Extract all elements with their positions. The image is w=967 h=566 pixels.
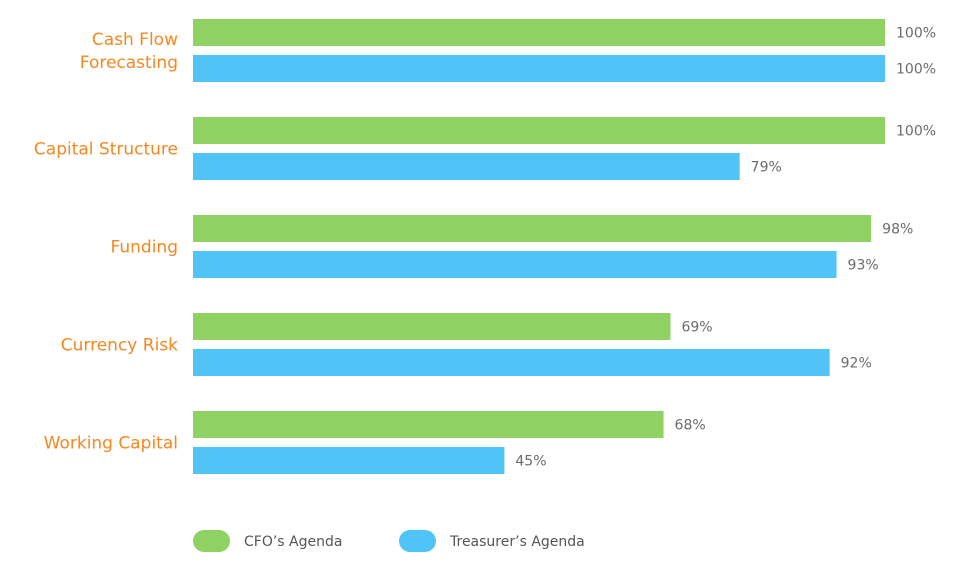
category-label: Currency Risk — [61, 336, 178, 356]
value-label: 100% — [896, 124, 936, 140]
bar-cfo — [193, 215, 872, 242]
bar-treasurer — [193, 55, 885, 82]
bar-treasurer — [193, 349, 830, 376]
value-label: 98% — [882, 222, 913, 238]
value-label: 93% — [848, 258, 879, 274]
legend-swatch — [399, 530, 436, 552]
bar-treasurer — [193, 251, 837, 278]
value-label: 68% — [675, 418, 706, 434]
bar-cfo — [193, 411, 664, 438]
bar-treasurer — [193, 447, 505, 474]
legend-label: CFO’s Agenda — [244, 534, 342, 550]
value-label: 100% — [896, 26, 936, 42]
value-label: 92% — [841, 356, 872, 372]
category-label: Working Capital — [44, 434, 178, 454]
legend-swatch — [193, 530, 230, 552]
category-label: Forecasting — [80, 53, 178, 73]
category-label: Funding — [111, 238, 178, 258]
value-label: 79% — [751, 160, 782, 176]
legend-label: Treasurer’s Agenda — [449, 534, 585, 550]
value-label: 100% — [896, 62, 936, 78]
value-label: 45% — [515, 454, 546, 470]
bar-cfo — [193, 313, 671, 340]
value-label: 69% — [681, 320, 712, 336]
category-label: Capital Structure — [34, 140, 178, 160]
bar-cfo — [193, 19, 885, 46]
bar-treasurer — [193, 153, 740, 180]
bar-cfo — [193, 117, 885, 144]
category-label: Cash Flow — [92, 30, 178, 50]
